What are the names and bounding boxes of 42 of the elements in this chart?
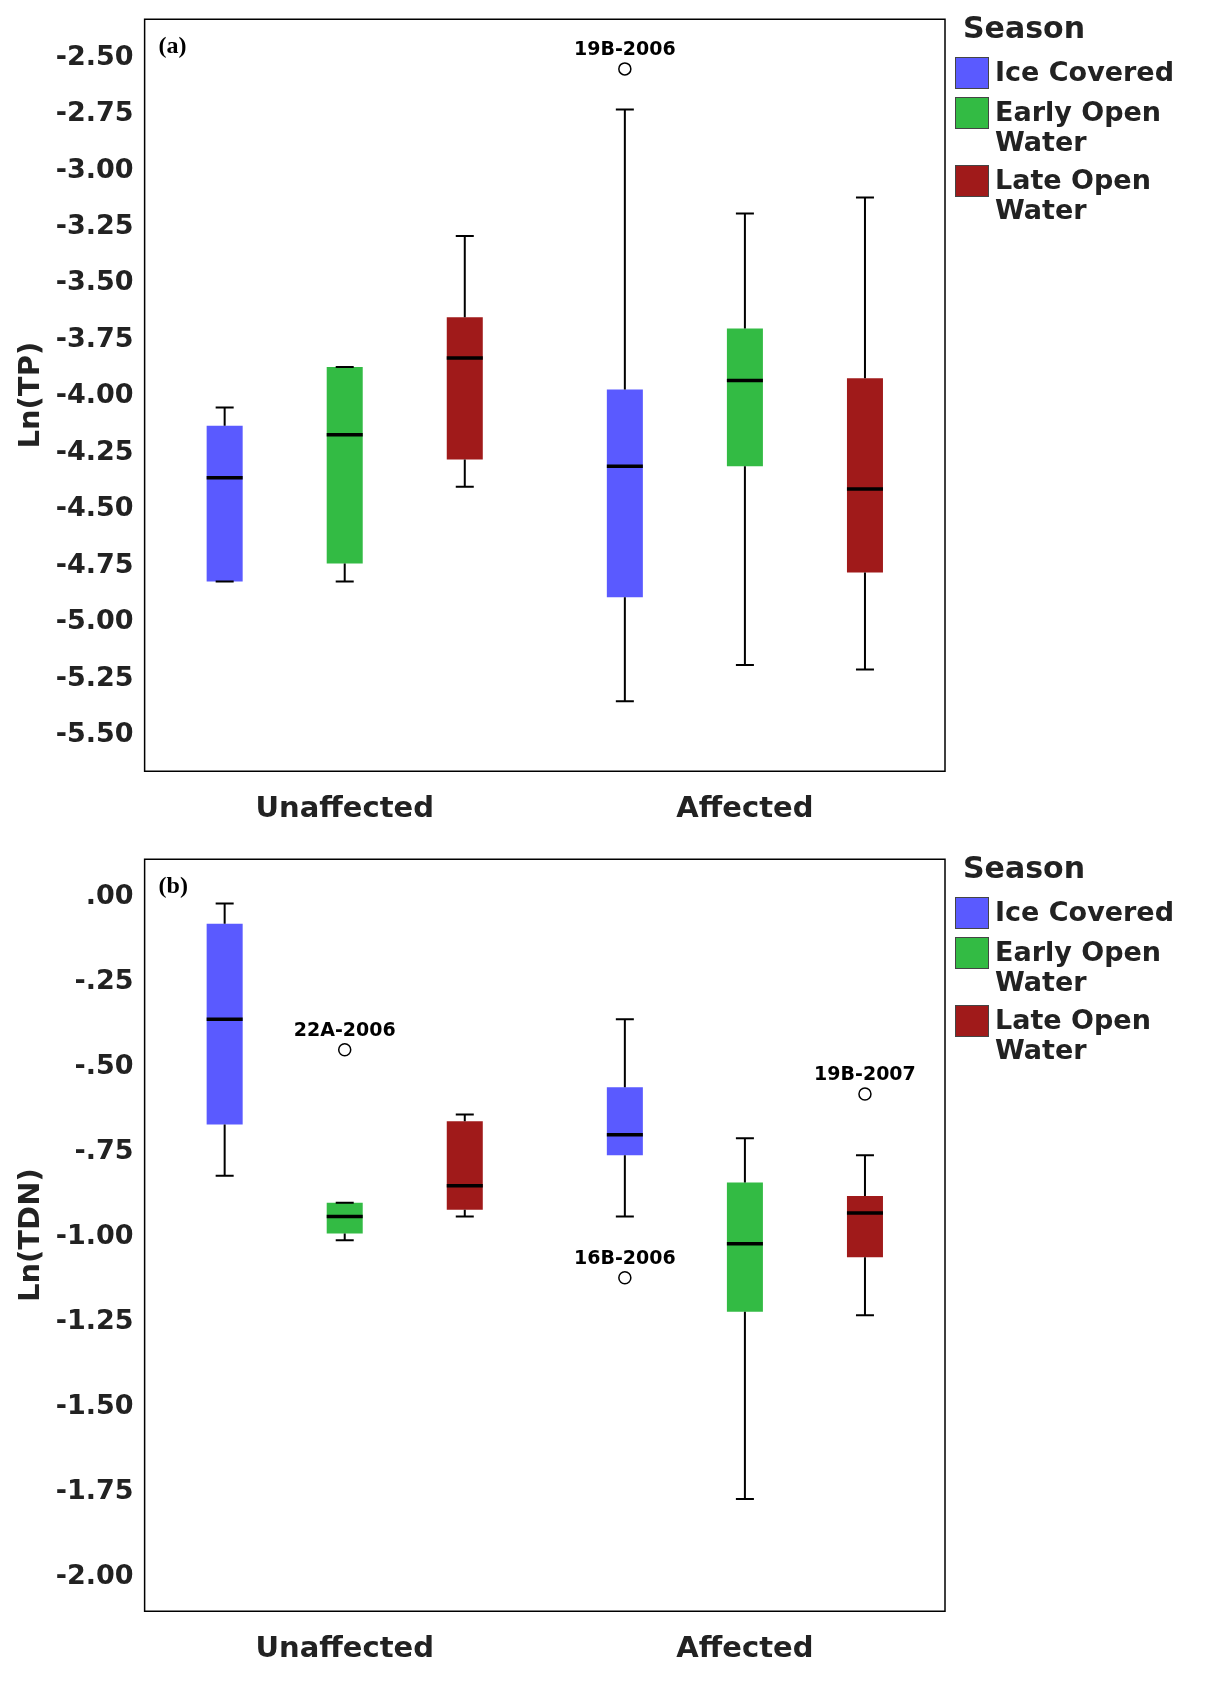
y-tick-label: -2.50 (55, 39, 134, 71)
legend-label: Late Open Water (995, 1004, 1152, 1065)
y-tick-label: -4.50 (55, 491, 134, 523)
annotation: 22A-2006 (293, 1018, 396, 1041)
legend-label: Ice Covered (995, 56, 1174, 87)
legend-title: Season (963, 10, 1087, 45)
annotation: 16B-2006 (574, 1246, 676, 1269)
legend-title: Season (963, 850, 1087, 885)
x-tick-label: Affected (676, 1630, 814, 1665)
y-tick-label: -3.25 (55, 208, 134, 240)
legend-label: Early Open Water (995, 936, 1163, 997)
y-tick-label: -1.25 (55, 1303, 134, 1335)
x-tick-label: Unaffected (255, 1630, 434, 1665)
x-tick-label: Affected (676, 790, 814, 825)
annotation: 19B-2006 (574, 37, 676, 60)
y-tick-label: -5.25 (55, 660, 134, 692)
text: (a) (158, 32, 187, 59)
y-tick-label: -.25 (74, 963, 134, 995)
legend-label: Early Open Water (995, 96, 1163, 157)
annotation: 19B-2007 (814, 1062, 916, 1085)
legend-label: Ice Covered (995, 896, 1174, 927)
text: (b) (158, 872, 188, 899)
y-tick-label: .00 (85, 878, 134, 910)
x-tick-label: Unaffected (255, 790, 434, 825)
y-tick-label: -2.75 (55, 96, 134, 128)
y-tick-label: -5.00 (55, 604, 134, 636)
legend-label: Late Open Water (995, 164, 1152, 225)
y-tick-label: -3.75 (55, 321, 134, 353)
y-axis-title: Ln(TDN) (11, 1168, 46, 1303)
y-tick-label: -1.75 (55, 1474, 134, 1506)
y-tick-label: -.50 (74, 1048, 134, 1080)
y-tick-label: -4.00 (55, 378, 134, 410)
y-tick-label: -.75 (74, 1133, 134, 1165)
y-tick-label: -5.50 (55, 717, 134, 749)
y-tick-label: -1.50 (55, 1389, 134, 1421)
y-axis-title: Ln(TP) (11, 341, 46, 449)
y-tick-label: -2.00 (55, 1559, 134, 1591)
y-tick-label: -3.50 (55, 265, 134, 297)
y-tick-label: -4.75 (55, 547, 134, 579)
y-tick-label: -3.00 (55, 152, 134, 184)
y-tick-label: -4.25 (55, 434, 134, 466)
y-tick-label: -1.00 (55, 1218, 134, 1250)
